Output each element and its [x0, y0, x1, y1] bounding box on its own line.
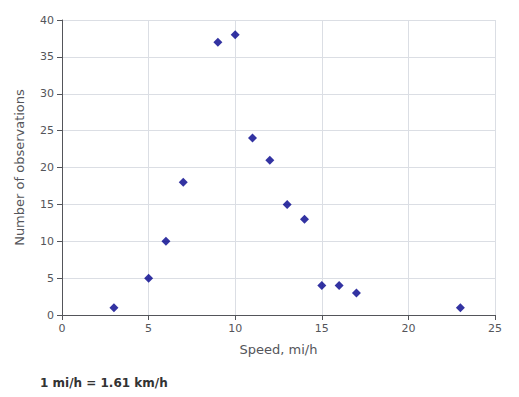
svg-text:5: 5 — [47, 272, 54, 285]
svg-text:Number of observations: Number of observations — [12, 89, 27, 246]
svg-text:20: 20 — [401, 322, 415, 335]
svg-text:35: 35 — [40, 50, 54, 63]
svg-text:0: 0 — [47, 309, 54, 322]
svg-text:0: 0 — [59, 322, 66, 335]
svg-text:40: 40 — [40, 14, 54, 27]
svg-text:10: 10 — [40, 235, 54, 248]
svg-text:5: 5 — [145, 322, 152, 335]
svg-text:20: 20 — [40, 161, 54, 174]
svg-text:30: 30 — [40, 87, 54, 100]
svg-text:1 mi/h = 1.61 km/h: 1 mi/h = 1.61 km/h — [40, 376, 168, 390]
svg-text:15: 15 — [315, 322, 329, 335]
svg-text:25: 25 — [488, 322, 502, 335]
svg-text:25: 25 — [40, 124, 54, 137]
svg-text:10: 10 — [228, 322, 242, 335]
svg-text:Speed, mi/h: Speed, mi/h — [240, 342, 318, 357]
svg-text:15: 15 — [40, 198, 54, 211]
